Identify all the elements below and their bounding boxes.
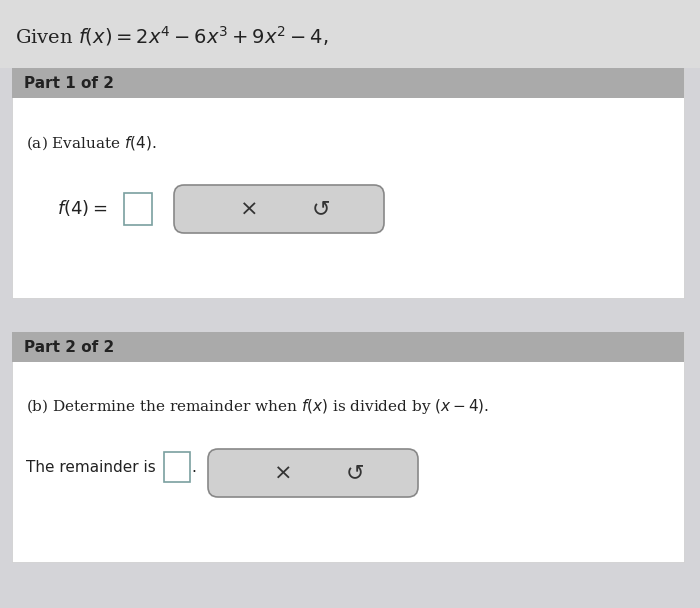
FancyBboxPatch shape (208, 449, 418, 497)
Text: Part 1 of 2: Part 1 of 2 (24, 75, 114, 91)
Bar (124, 193, 152, 225)
Bar (12, 332, 684, 362)
Text: .: . (191, 460, 196, 474)
Text: (a) Evaluate $f(4).$: (a) Evaluate $f(4).$ (26, 134, 157, 152)
Bar (12, 68, 684, 298)
Text: ↺: ↺ (312, 199, 330, 219)
Text: $\times$: $\times$ (273, 463, 290, 483)
Bar (12, 68, 684, 98)
Text: (b) Determine the remainder when $f(x)$ is divided by $(x-4).$: (b) Determine the remainder when $f(x)$ … (26, 398, 489, 416)
Bar (164, 452, 190, 482)
Text: Given $f(x) = 2x^4 - 6x^3 + 9x^2 - 4,$: Given $f(x) = 2x^4 - 6x^3 + 9x^2 - 4,$ (15, 24, 328, 48)
Bar (12, 332, 684, 562)
Bar (0, 0, 700, 68)
Text: The remainder is: The remainder is (26, 460, 155, 474)
Text: $\times$: $\times$ (239, 199, 256, 219)
Text: $f(4) =$: $f(4) =$ (57, 198, 108, 218)
Text: Part 2 of 2: Part 2 of 2 (24, 339, 114, 354)
FancyBboxPatch shape (174, 185, 384, 233)
Text: ↺: ↺ (346, 463, 364, 483)
